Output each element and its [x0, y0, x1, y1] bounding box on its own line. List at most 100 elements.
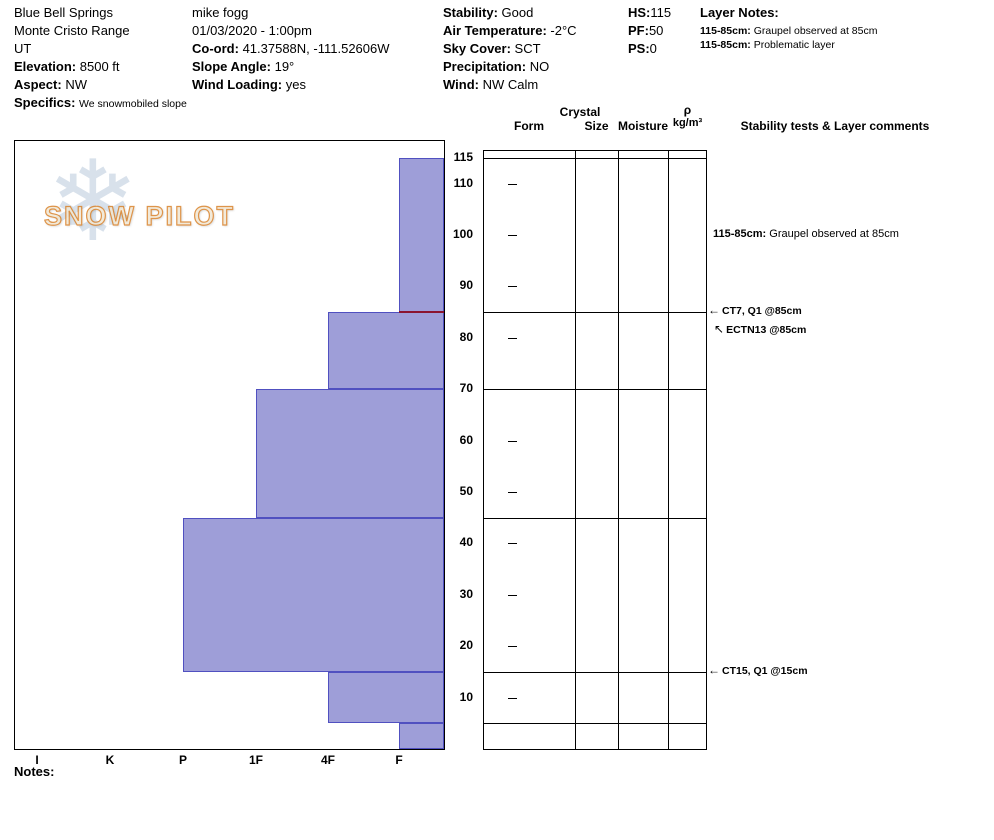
layer-boundary-line [483, 517, 707, 519]
aspect-value: NW [65, 77, 87, 92]
stability-value: Good [501, 5, 534, 20]
hs-line: HS:115 [628, 5, 671, 20]
hardness-axis-label: F [395, 753, 403, 767]
stability-label: Stability: [443, 5, 498, 20]
mountain-range: Monte Cristo Range [14, 23, 130, 38]
hardness-axis-label: 1F [248, 753, 264, 767]
precipitation-line: Precipitation: NO [443, 59, 549, 74]
layer-boundary-line [483, 312, 707, 314]
depth-axis-label: 80 [459, 329, 473, 344]
layer-comment: 115-85cm: Graupel observed at 85cm [713, 228, 899, 240]
layer-boundary-line [483, 389, 707, 391]
depth-tick-mark [508, 594, 517, 596]
hardness-profile-chart [14, 140, 445, 750]
wind-loading-value: yes [285, 77, 306, 92]
depth-axis-label: 115 [453, 150, 473, 164]
observer-name: mike fogg [192, 5, 249, 20]
hs-value: 115 [650, 5, 672, 20]
coordinates-label: Co-ord: [192, 41, 239, 56]
depth-axis-label: 10 [459, 689, 473, 704]
depth-axis-label: 90 [459, 278, 473, 293]
layer-notes-title: Layer Notes: [700, 5, 779, 20]
crystal-header: Crystal [559, 105, 601, 119]
precipitation-value: NO [529, 59, 550, 74]
elevation-label: Elevation: [14, 59, 77, 74]
hardness-layer-bar [328, 671, 444, 724]
profile-table-frame [483, 150, 707, 750]
depth-tick-mark [508, 440, 517, 442]
layer-note-text: Graupel observed at 85cm [753, 25, 878, 37]
depth-axis-label: 40 [459, 535, 473, 550]
slope-angle-label: Slope Angle: [192, 59, 271, 74]
hs-label: HS: [628, 5, 651, 20]
density-header: ρ [683, 103, 692, 117]
density-units-header: kg/m³ [672, 117, 703, 129]
layer-comment-range: 115-85cm: [713, 228, 767, 241]
air-temperature-label: Air Temperature: [443, 23, 547, 38]
size-column-header: Size [584, 119, 609, 133]
hardness-layer-bar [399, 158, 444, 313]
layer-comment-text: Graupel observed at 85cm [766, 228, 899, 241]
depth-tick-mark [508, 646, 517, 648]
depth-axis-label: 20 [459, 638, 473, 653]
wind-loading-line: Wind Loading: yes [192, 77, 306, 92]
table-column-divider [575, 150, 576, 750]
layer-note-item: 115-85cm: Graupel observed at 85cm [700, 25, 877, 37]
wind-label: Wind: [443, 77, 479, 92]
depth-tick-mark [508, 543, 517, 545]
layer-note-text: Problematic layer [753, 39, 835, 51]
hardness-layer-bar [256, 389, 444, 518]
hardness-axis-label: I [35, 753, 39, 767]
hardness-layer-bar [399, 723, 444, 749]
depth-tick-mark [508, 492, 517, 494]
specifics-line: Specifics: We snowmobiled slope [14, 95, 187, 110]
layer-boundary-line [483, 671, 707, 673]
hardness-layer-bar [328, 312, 444, 390]
notes-label: Notes: [14, 764, 55, 779]
slope-angle-value: 19° [274, 59, 295, 74]
sky-cover-label: Sky Cover: [443, 41, 511, 56]
depth-tick-mark [508, 286, 517, 288]
layer-boundary-line [483, 158, 707, 159]
pf-label: PF: [628, 23, 649, 38]
sky-cover-value: SCT [514, 41, 541, 56]
aspect-label: Aspect: [14, 77, 62, 92]
moisture-column-header: Moisture [617, 119, 668, 133]
elevation-line: Elevation: 8500 ft [14, 59, 120, 74]
depth-axis-label: 70 [459, 381, 473, 396]
wind-loading-label: Wind Loading: [192, 77, 283, 92]
sky-cover-line: Sky Cover: SCT [443, 41, 541, 56]
annotation-text: ECTN13 @85cm [726, 324, 807, 337]
stability-test-annotation: ↖ ECTN13 @85cm [714, 322, 806, 336]
stability-test-annotation: ← CT7, Q1 @85cm [708, 303, 802, 317]
layer-note-item: 115-85cm: Problematic layer [700, 39, 835, 51]
ps-line: PS:0 [628, 41, 657, 56]
snowflake-icon: ❄ [46, 139, 140, 264]
layer-note-range: 115-85cm: [700, 39, 751, 51]
air-temperature-value: -2°C [550, 23, 577, 38]
elevation-value: 8500 ft [79, 59, 120, 74]
precipitation-label: Precipitation: [443, 59, 527, 74]
depth-axis-label: 50 [459, 484, 473, 499]
specifics-label: Specifics: [14, 95, 76, 110]
pf-line: PF:50 [628, 23, 663, 38]
depth-axis-label: 100 [452, 227, 473, 242]
site-name: Blue Bell Springs [14, 5, 113, 20]
depth-axis-label: 110 [453, 175, 473, 190]
observation-datetime: 01/03/2020 - 1:00pm [192, 23, 312, 38]
form-column-header: Form [514, 119, 544, 133]
depth-axis-label: 60 [459, 432, 473, 447]
ps-value: 0 [649, 41, 657, 56]
table-column-divider [668, 150, 669, 750]
slope-angle-line: Slope Angle: 19° [192, 59, 294, 74]
depth-tick-mark [508, 235, 517, 237]
annotation-arrow-icon: ← [708, 303, 720, 318]
annotation-text: CT15, Q1 @15cm [722, 664, 808, 677]
annotation-arrow-icon: ↖ [714, 322, 725, 337]
comments-column-header: Stability tests & Layer comments [740, 119, 930, 133]
hardness-axis-label: 4F [320, 753, 336, 767]
wind-value: NW Calm [482, 77, 539, 92]
depth-tick-mark [508, 697, 517, 699]
snowpilot-logo: SNOW PILOT [43, 200, 235, 231]
